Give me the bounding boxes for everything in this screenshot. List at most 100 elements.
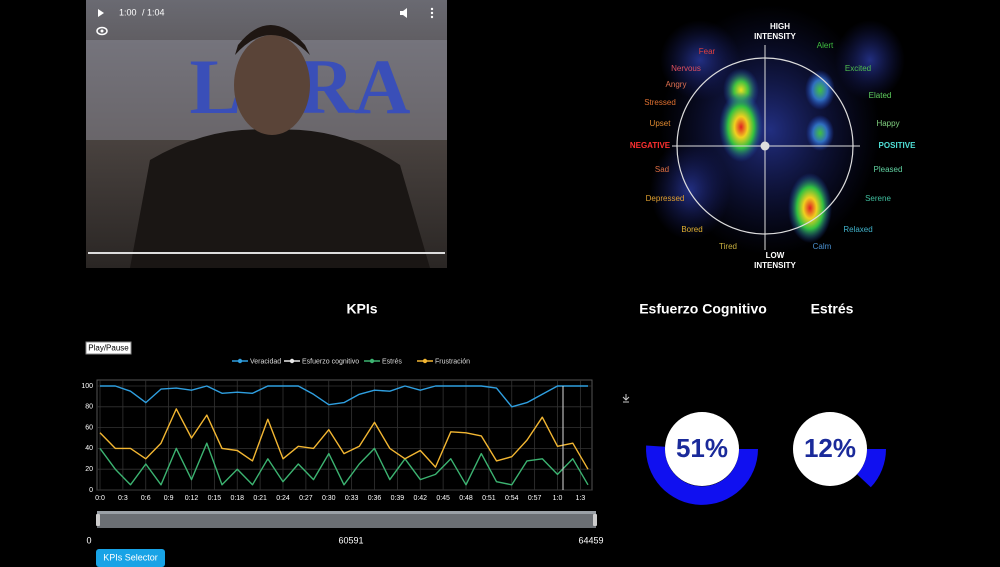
- x-tick-label: 0:30: [322, 495, 336, 502]
- kpi-chart: 0 20 40 60 80 100 0:0 0:3 0:6 0:9 0:12 0:15 0:18 0:21…: [81, 358, 593, 502]
- legend-label: Estrés: [382, 358, 402, 365]
- heat-spot: [719, 92, 763, 162]
- y-tick-label: 60: [85, 424, 93, 431]
- emotion-label: Stressed: [644, 98, 676, 107]
- menu-icon[interactable]: [430, 11, 434, 15]
- gauge-arc: [857, 449, 886, 488]
- emotion-label: Bored: [681, 225, 702, 234]
- emotion-label: Sad: [655, 165, 669, 174]
- emotion-wheel: HIGH INTENSITY LOW INTENSITY NEGATIVE PO…: [630, 5, 916, 270]
- play-pause-button[interactable]: Play/Pause: [85, 341, 132, 355]
- heat-haze: [660, 20, 740, 100]
- x-tick-label: 0:0: [95, 495, 105, 502]
- high-label: INTENSITY: [754, 32, 796, 41]
- wheel-center: [760, 141, 770, 151]
- plot-area: [96, 379, 593, 491]
- gauge-value: 51%: [676, 433, 728, 463]
- x-tick-label: 0:15: [208, 495, 222, 502]
- eye-icon[interactable]: [96, 26, 108, 36]
- series-line: [99, 442, 589, 486]
- emotion-label: Happy: [876, 119, 899, 128]
- button-bg: [96, 549, 165, 567]
- emotion-label: Pleased: [874, 165, 903, 174]
- x-tick-label: 0:54: [505, 495, 519, 502]
- section-title: KPIs: [346, 301, 377, 317]
- emotion-label: Nervous: [671, 64, 701, 73]
- gauge-title: Estrés: [811, 301, 854, 317]
- heat-spot: [805, 70, 835, 110]
- positive-label: POSITIVE: [879, 141, 917, 150]
- low-label: INTENSITY: [754, 261, 796, 270]
- legend-swatch: [369, 358, 375, 364]
- play-icon[interactable]: [98, 9, 104, 17]
- figure-hair: [235, 25, 310, 55]
- gauge-arc: [646, 445, 758, 505]
- slider-label: 60591: [338, 535, 363, 545]
- slider-track: [97, 511, 596, 528]
- slider-top: [97, 511, 596, 514]
- x-tick-label: 0:27: [299, 495, 313, 502]
- x-tick-label: 0:12: [185, 495, 199, 502]
- emotion-label: Alert: [817, 41, 834, 50]
- slider-handle[interactable]: [96, 514, 100, 526]
- y-tick-label: 20: [85, 466, 93, 473]
- emotion-label: Upset: [650, 119, 672, 128]
- x-tick-label: 0:21: [253, 495, 267, 502]
- emotion-label: Elated: [869, 91, 892, 100]
- emotion-label: Relaxed: [843, 225, 872, 234]
- x-tick-label: 0:45: [436, 495, 450, 502]
- gauge-value: 12%: [804, 433, 856, 463]
- x-tick-label: 1:0: [553, 495, 563, 502]
- eye-icon: [100, 29, 104, 33]
- gauge-title: Esfuerzo Cognitivo: [639, 301, 767, 317]
- x-tick-label: 0:36: [368, 495, 382, 502]
- emotion-label: Angry: [666, 80, 687, 89]
- x-tick-label: 0:57: [528, 495, 542, 502]
- slider-label: 0: [86, 535, 91, 545]
- volume-icon[interactable]: [400, 8, 407, 18]
- x-tick-label: 0:6: [141, 495, 151, 502]
- slider-label: 64459: [578, 535, 603, 545]
- slider-handle[interactable]: [593, 514, 597, 526]
- emotion-label: Fear: [699, 47, 716, 56]
- negative-label: NEGATIVE: [630, 141, 671, 150]
- menu-icon[interactable]: [430, 15, 434, 19]
- heat-haze: [835, 20, 905, 100]
- legend-label: Veracidad: [250, 358, 281, 365]
- button-bg: [85, 341, 132, 355]
- kpis-selector-button[interactable]: KPIs Selector: [96, 549, 165, 567]
- figure: [130, 129, 430, 268]
- legend-swatch: [237, 358, 243, 364]
- gauge-center: [793, 412, 867, 486]
- x-tick-label: 0:39: [391, 495, 405, 502]
- figure-head: [234, 35, 310, 135]
- duration: / 1:04: [142, 7, 165, 17]
- series-line: [100, 385, 588, 408]
- range-slider[interactable]: 0 60591 64459: [86, 511, 604, 545]
- low-label: LOW: [766, 251, 785, 260]
- series-line: [99, 408, 589, 470]
- legend-label: Frustración: [435, 358, 470, 365]
- heat-spot: [806, 115, 834, 151]
- y-tick-label: 0: [89, 487, 93, 494]
- x-tick-label: 0:33: [345, 495, 359, 502]
- menu-icon[interactable]: [430, 7, 434, 11]
- x-tick-label: 0:9: [164, 495, 174, 502]
- x-tick-label: 1:3: [576, 495, 586, 502]
- gauge-center: [665, 412, 739, 486]
- emotion-label: Excited: [845, 64, 871, 73]
- x-tick-label: 0:3: [118, 495, 128, 502]
- download-icon[interactable]: [622, 394, 630, 403]
- high-label: HIGH: [770, 22, 790, 31]
- y-tick-label: 100: [81, 383, 93, 390]
- button-label: Play/Pause: [88, 344, 129, 353]
- legend-swatch: [289, 358, 295, 364]
- legend-label: Esfuerzo cognitivo: [302, 358, 359, 365]
- x-tick-label: 0:51: [482, 495, 496, 502]
- heat-spot: [788, 173, 832, 243]
- video-player[interactable]: LARA 1:00 / 1:04: [86, 0, 447, 268]
- gauges: Esfuerzo Cognitivo 51% Estrés 12%: [639, 301, 886, 505]
- button-label: KPIs Selector: [103, 552, 158, 562]
- emotion-label: Tired: [719, 242, 737, 251]
